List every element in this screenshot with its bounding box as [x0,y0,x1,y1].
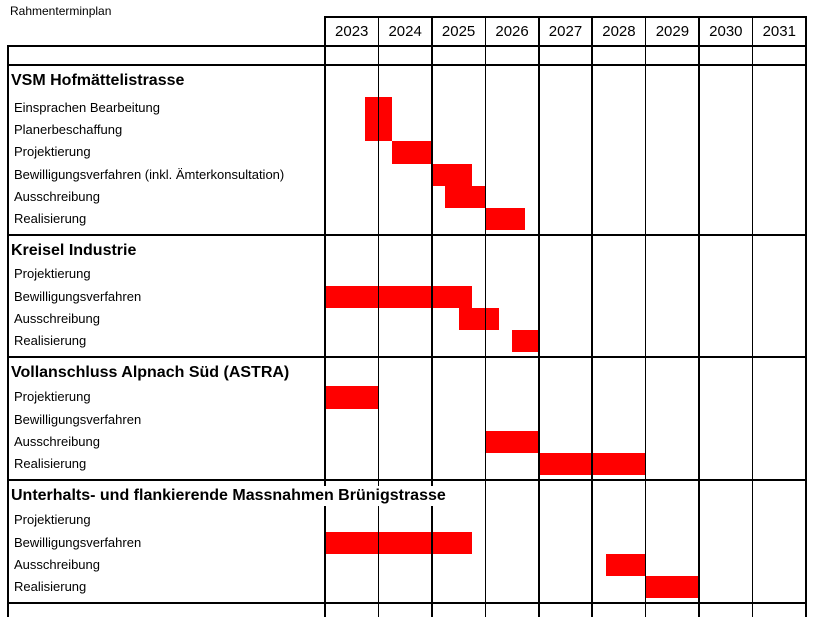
grid-line-vertical [644,17,647,617]
gantt-bar [605,553,646,577]
grid-line-vertical [698,17,700,617]
grid-line-vertical [484,17,487,617]
year-header-cell: 2026 [495,23,529,40]
gantt-bar [645,576,700,599]
task-label: Realisierung [14,579,87,595]
task-label: Projektierung [14,266,91,282]
task-label: Planerbeschaffung [14,122,123,137]
section-title: Vollanschluss Alpnach Süd (ASTRA) [11,363,296,384]
task-label: Projektierung [14,512,91,528]
task-label: Realisierung [14,333,87,349]
gantt-bar [485,208,526,231]
year-header-cell: 2025 [441,23,476,40]
task-label: Bewilligungsverfahren (inkl. Ämterkonsul… [14,166,285,182]
gantt-bar [445,185,486,209]
gantt-bar [325,285,472,308]
task-label: Ausschreibung [14,188,100,204]
year-header-cell: 2028 [602,23,636,40]
grid-line-vertical [805,17,807,617]
gantt-bar [431,163,472,186]
year-header-cell: 2023 [335,23,369,40]
section-title: Kreisel Industrie [11,241,143,262]
task-label: Projektierung [14,389,91,405]
grid-line-vertical [377,17,380,617]
task-label: Realisierung [14,211,87,227]
year-header-cell: 2027 [548,23,583,40]
task-label: Projektierung [14,144,91,160]
year-header-cell: 2030 [709,23,743,40]
section-title: Unterhalts- und flankierende Massnahmen … [11,486,452,507]
grid-line-vertical [7,46,9,617]
task-label: Realisierung [14,456,87,472]
year-header-cell: 2031 [762,23,796,40]
task-label: Ausschreibung [14,310,100,326]
grid-line-horizontal [7,45,807,47]
gantt-bar [391,141,432,164]
year-header-cell: 2024 [388,23,422,40]
task-label: Bewilligungsverfahren [14,288,142,304]
task-label: Bewilligungsverfahren [14,534,142,550]
grid-line-horizontal [7,602,807,604]
grid-line-horizontal [7,356,807,358]
gantt-bar [512,330,539,353]
gantt-bar [325,531,472,554]
page-title: Rahmenterminplan [10,4,112,18]
section-title: VSM Hofmättelistrasse [11,71,191,92]
task-label: Ausschreibung [14,556,100,572]
grid-line-horizontal [324,16,807,18]
grid-line-horizontal [7,479,807,481]
task-label: Bewilligungsverfahren [14,411,142,427]
gantt-bar [325,386,379,409]
grid-line-vertical [324,17,326,617]
grid-line-vertical [591,17,593,617]
year-header-cell: 2029 [655,23,690,40]
grid-line-vertical [751,17,754,617]
grid-line-horizontal [7,64,807,66]
grid-line-vertical [538,17,540,617]
gantt-bar [458,307,499,331]
task-label: Einsprachen Bearbeitung [14,99,160,115]
task-label: Ausschreibung [14,433,100,449]
grid-line-horizontal [7,234,807,236]
grid-line-vertical [431,17,433,617]
gantt-bar [485,430,539,454]
